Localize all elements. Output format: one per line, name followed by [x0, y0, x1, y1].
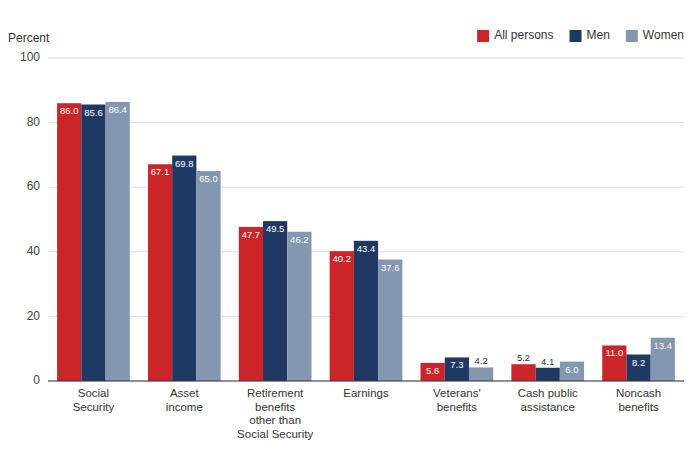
bar — [330, 251, 354, 381]
y-tick-label: 100 — [20, 50, 40, 64]
bar — [445, 357, 469, 381]
legend-item: All persons — [477, 28, 553, 42]
bar — [287, 232, 311, 381]
data-label: 7.3 — [450, 359, 463, 370]
chart-container: 0 20 40 60 80 100 Percent 86.0 67.1 47.7 40.2 5.6 5.… — [0, 0, 700, 467]
bar — [81, 105, 105, 381]
y-tick-label: 0 — [33, 373, 40, 387]
legend-swatch — [477, 30, 489, 42]
data-labels: 86.0 67.1 47.7 40.2 5.6 5.2 11.0 85.6 69.8 49.5 43… — [60, 104, 672, 376]
y-tick-label: 60 — [27, 179, 41, 193]
data-label: 8.2 — [632, 357, 645, 368]
x-tick-label: Earnings — [343, 387, 389, 399]
bar — [602, 345, 626, 381]
x-tick-label: Veterans'benefits — [433, 387, 481, 413]
bar — [511, 364, 535, 381]
legend-swatch — [570, 30, 582, 42]
legend-swatch — [626, 30, 638, 42]
y-tick-label: 80 — [27, 115, 41, 129]
data-label: 5.2 — [517, 352, 530, 363]
data-label: 37.6 — [381, 262, 400, 273]
grid-line — [48, 122, 684, 123]
data-label: 11.0 — [605, 347, 623, 358]
data-label: 85.6 — [84, 107, 103, 118]
bar — [196, 171, 220, 381]
bars — [57, 102, 675, 381]
data-label: 47.7 — [242, 229, 261, 240]
legend-label: All persons — [494, 28, 553, 42]
bar — [172, 156, 196, 381]
bar — [263, 221, 287, 381]
legend-label: Men — [587, 28, 610, 42]
data-label: 86.0 — [60, 105, 79, 116]
bar — [651, 338, 675, 381]
grid-line — [48, 187, 684, 188]
x-tick-label: SocialSecurity — [73, 387, 115, 413]
data-label: 49.5 — [266, 223, 285, 234]
bar — [536, 368, 560, 381]
data-label: 43.4 — [357, 243, 376, 254]
data-label: 4.2 — [474, 355, 487, 366]
data-label: 46.2 — [290, 234, 309, 245]
data-label: 40.2 — [333, 253, 352, 264]
chart: 0 20 40 60 80 100 Percent 86.0 67.1 47.7 40.2 5.6 5.… — [0, 0, 700, 467]
legend-item: Women — [626, 28, 684, 42]
bar — [57, 103, 81, 381]
grid-line — [48, 381, 684, 382]
data-label: 67.1 — [151, 166, 170, 177]
bar — [560, 362, 584, 381]
bar — [626, 355, 650, 381]
bar — [148, 164, 172, 381]
bar — [106, 102, 130, 381]
y-tick-label: 20 — [27, 309, 41, 323]
x-tick-label: Cash publicassistance — [518, 387, 578, 413]
data-label: 69.8 — [175, 158, 194, 169]
data-label: 13.4 — [654, 340, 673, 351]
y-axis-label: Percent — [8, 31, 50, 45]
data-label: 65.0 — [199, 173, 218, 184]
legend-label: Women — [643, 28, 684, 42]
data-label: 86.4 — [108, 104, 127, 115]
data-label: 6.0 — [565, 364, 578, 375]
x-tick-label: Noncashbenefits — [616, 387, 661, 413]
bar — [354, 241, 378, 381]
bar — [378, 260, 402, 381]
x-tick-label: Retirementbenefitsother thanSocial Secur… — [237, 387, 313, 440]
bar — [239, 227, 263, 381]
bar — [421, 363, 445, 381]
legend: All persons Men Women — [477, 28, 684, 42]
grid — [48, 58, 684, 381]
data-label: 5.6 — [426, 365, 439, 376]
y-tick-label: 40 — [27, 244, 41, 258]
x-axis-line — [48, 381, 684, 382]
x-tick-label: Assetincome — [166, 387, 203, 413]
bar — [469, 367, 493, 381]
legend-item: Men — [570, 28, 610, 42]
data-label: 4.1 — [541, 356, 554, 367]
grid-line — [48, 58, 684, 59]
